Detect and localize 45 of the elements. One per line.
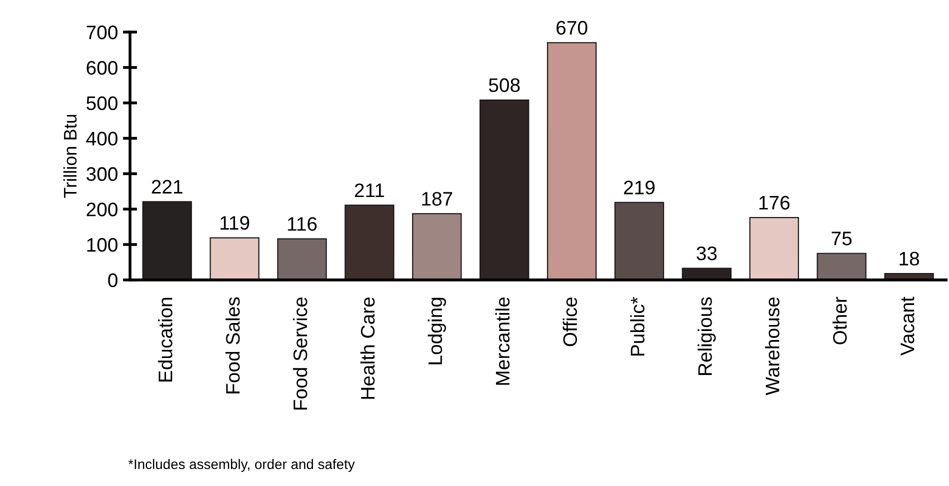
bar (614, 202, 664, 280)
x-tick-label: Religious (698, 297, 716, 375)
y-tick-label: 100 (87, 238, 118, 252)
y-tick-label: 300 (86, 167, 118, 181)
data-label: 75 (832, 232, 852, 246)
bar (816, 252, 866, 280)
bar (749, 217, 799, 280)
data-label: 18 (900, 252, 920, 266)
x-tick-label: Vacant (900, 296, 914, 356)
y-tick-label: 600 (86, 60, 118, 75)
data-label: 211 (354, 183, 384, 198)
y-tick-label: 200 (86, 202, 118, 216)
bar (344, 204, 394, 280)
bar (682, 268, 732, 280)
x-tick-label: Public* (630, 296, 644, 356)
x-tick-label: Office (562, 297, 578, 346)
y-tick-label: 0 (108, 273, 118, 288)
x-tick-label: Food Sales (225, 297, 240, 394)
bar (546, 42, 597, 280)
data-label: 670 (556, 20, 588, 35)
bar (412, 213, 462, 280)
y-axis-title: Trillion Btu (63, 114, 77, 198)
text: *Includes assembly, order and safety (128, 458, 355, 472)
x-tick-label: Food Service (292, 297, 308, 410)
data-label: 187 (422, 192, 452, 206)
data-label: 33 (696, 246, 717, 260)
x-tick-label: Education (158, 298, 172, 382)
data-label: 221 (152, 180, 182, 194)
data-label: 219 (624, 180, 655, 194)
x-tick-label: Health Care (360, 297, 375, 399)
data-label: 508 (488, 78, 520, 92)
data-label: 119 (220, 216, 250, 230)
x-tick-label: Mercantile (495, 297, 510, 385)
data-label: 176 (759, 196, 790, 210)
x-tick-label: Lodging (428, 298, 446, 364)
y-tick-label: 400 (86, 132, 118, 146)
x-tick-label: Other (832, 296, 847, 344)
data-label: 116 (288, 217, 317, 231)
y-tick-label: 500 (86, 96, 118, 110)
bar (480, 100, 530, 280)
x-tick-label: Warehouse (765, 297, 780, 396)
bar (277, 238, 327, 280)
bar (210, 237, 260, 280)
y-tick-label: 700 (86, 26, 118, 40)
bar (142, 201, 192, 280)
